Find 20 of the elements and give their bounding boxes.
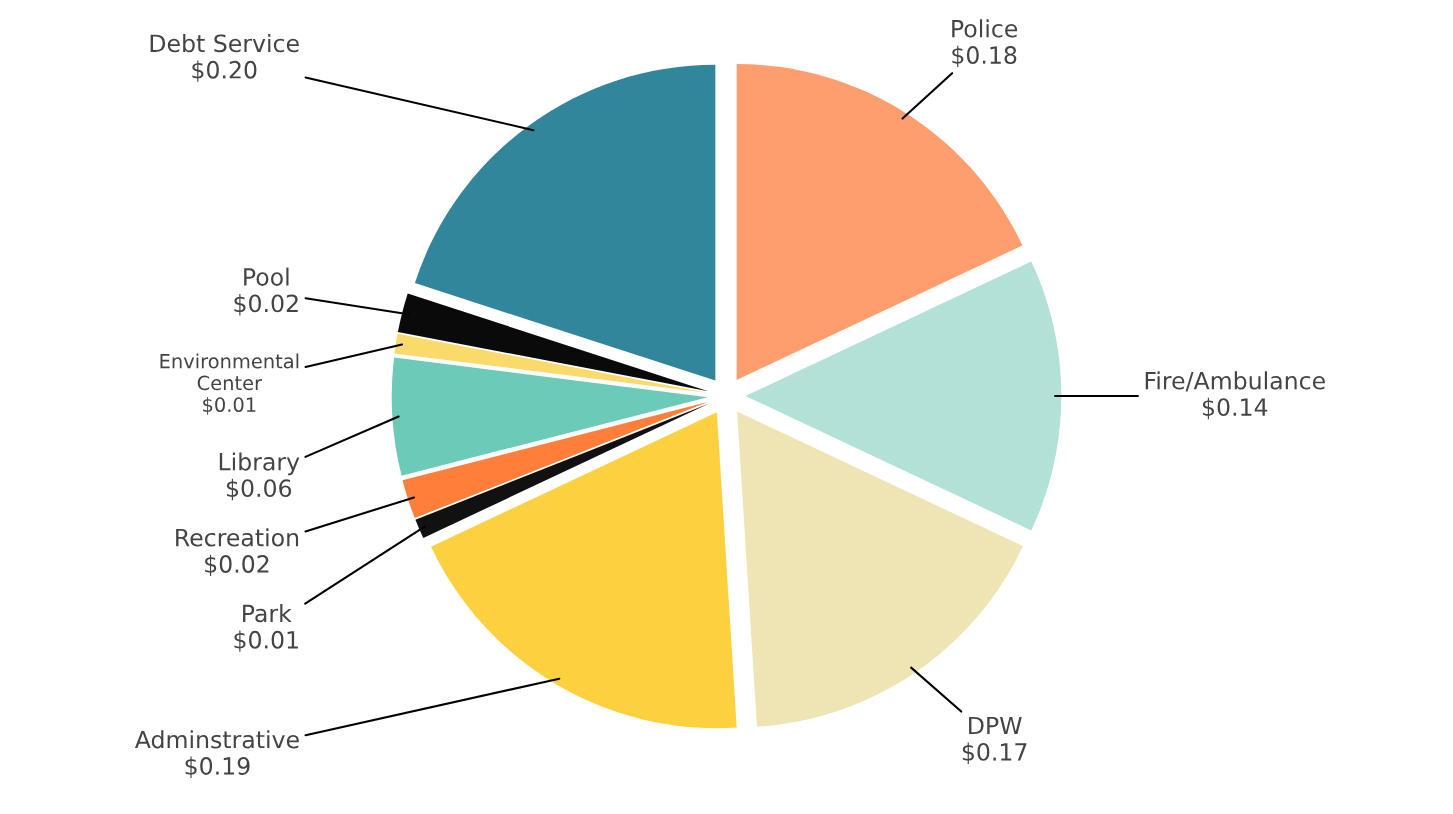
slice-label: Park	[243, 604, 292, 623]
data-label: $0.01	[203, 397, 256, 415]
data-label: $0.18	[952, 45, 1017, 68]
data-label: $0.20	[192, 60, 257, 82]
slice-label: Adminstrative	[134, 730, 299, 749]
data-label: $0.17	[962, 742, 1027, 764]
slice-label: DPW	[969, 716, 1022, 735]
data-label: $0.02	[234, 294, 298, 316]
slice-label: Debt Service	[150, 33, 299, 53]
slice-label: Environmental Center	[160, 353, 299, 391]
slice-label: Library	[219, 452, 300, 476]
data-label: $0.06	[226, 478, 292, 501]
slice-label: Recreation	[176, 528, 299, 547]
slice-label: Pool	[244, 267, 289, 286]
slice-label: Police	[952, 19, 1018, 38]
data-label: $0.01	[234, 630, 298, 652]
data-label: $0.19	[185, 756, 250, 779]
data-label: $0.02	[205, 554, 269, 577]
slice-label: Fire/Ambulance	[1145, 371, 1325, 392]
data-label: $0.14	[1202, 397, 1268, 420]
